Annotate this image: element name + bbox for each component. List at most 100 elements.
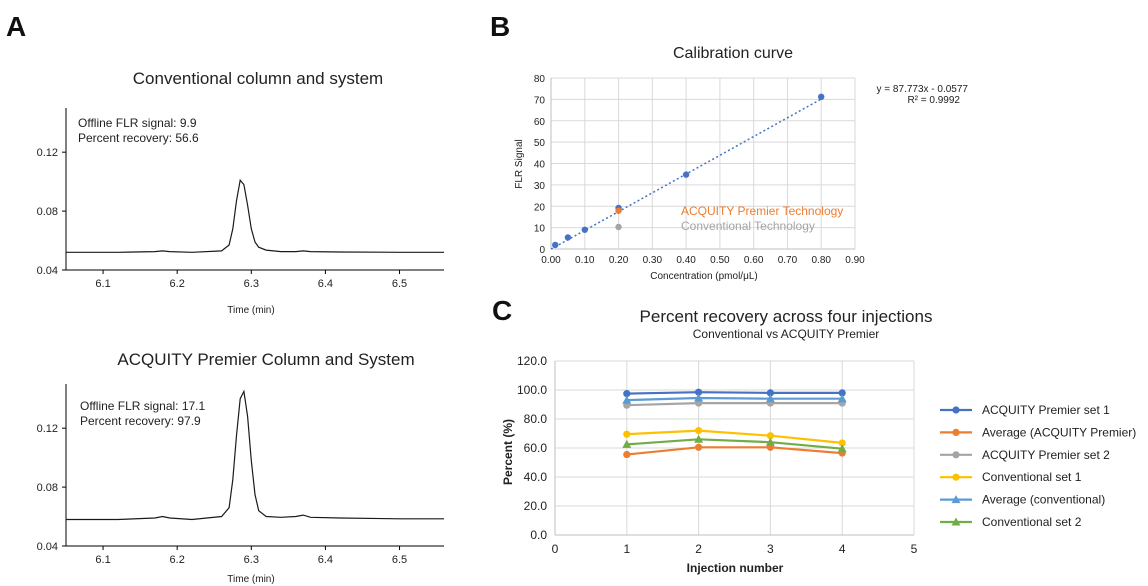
recovery-series-2 bbox=[623, 399, 846, 409]
annotation-percent-recovery: Percent recovery: 97.9 bbox=[80, 414, 201, 428]
calibration-ylabel: FLR Signal bbox=[514, 139, 525, 188]
recovery-ylabel: Percent (%) bbox=[501, 419, 515, 485]
calibration-y-tick-label: 20 bbox=[534, 202, 546, 213]
chromatogram-premier: ACQUITY Premier Column and System 6.1 6.2… bbox=[37, 350, 444, 585]
chromatogram-premier-trace bbox=[66, 389, 444, 521]
chromatogram-premier-y-tick-label: 0.08 bbox=[37, 482, 58, 494]
legend-item: Average (conventional) bbox=[940, 493, 1105, 507]
calibration-x-tick-label: 0.70 bbox=[778, 255, 798, 266]
recovery-data-point bbox=[622, 395, 632, 404]
calibration-x-tick-label: 0.50 bbox=[710, 255, 730, 266]
recovery-data-point bbox=[695, 427, 703, 435]
recovery-x-tick-label: 4 bbox=[839, 542, 846, 556]
legend-item: ACQUITY Premier set 1 bbox=[940, 403, 1110, 417]
legend-swatch-marker bbox=[952, 406, 960, 414]
chromatogram-premier-x-tick-label: 6.1 bbox=[95, 554, 110, 566]
recovery-x-tick-label: 1 bbox=[623, 542, 630, 556]
calibration-point bbox=[818, 93, 825, 101]
recovery-y-tick-label: 100.0 bbox=[517, 383, 547, 397]
chromatogram-premier-x-tick-label: 6.3 bbox=[244, 554, 259, 566]
legend-item: ACQUITY Premier set 2 bbox=[940, 448, 1110, 462]
calibration-y-tick-label: 80 bbox=[534, 74, 546, 85]
recovery-y-tick-label: 60.0 bbox=[524, 441, 548, 455]
legend-label: ACQUITY Premier set 1 bbox=[982, 403, 1110, 417]
recovery-y-tick-label: 80.0 bbox=[524, 412, 548, 426]
calibration-r-squared: R² = 0.9992 bbox=[907, 95, 960, 106]
recovery-data-point bbox=[695, 388, 703, 396]
recovery-x-tick-label: 0 bbox=[552, 542, 559, 556]
recovery-series-line bbox=[626, 446, 843, 456]
recovery-data-point bbox=[695, 443, 703, 451]
chromatogram-premier-x-tick-label: 6.4 bbox=[318, 554, 333, 566]
recovery-series-line bbox=[626, 396, 843, 402]
recovery-data-point bbox=[622, 439, 632, 448]
recovery-series-5 bbox=[622, 434, 847, 453]
legend-item: Average (ACQUITY Premier) bbox=[940, 425, 1136, 439]
recovery-data-point bbox=[838, 389, 846, 397]
recovery-series-4 bbox=[622, 393, 847, 404]
calibration-y-tick-label: 70 bbox=[534, 95, 546, 106]
chromatogram-conventional-annotations: Offline FLR signal: 9.9 Percent recovery… bbox=[78, 116, 199, 145]
recovery-data-point bbox=[837, 394, 847, 403]
recovery-series-3 bbox=[623, 427, 846, 447]
recovery-data-point bbox=[765, 437, 775, 446]
legend-label: Average (ACQUITY Premier) bbox=[982, 425, 1136, 439]
recovery-data-point bbox=[694, 393, 704, 402]
chromatogram-conventional-y-tick-label: 0.08 bbox=[37, 206, 58, 218]
recovery-y-tick-label: 0.0 bbox=[530, 528, 547, 542]
panel-label-b: B bbox=[490, 11, 510, 42]
chromatogram-conventional-x-tick-label: 6.1 bbox=[95, 278, 110, 290]
chromatogram-conventional-xlabel: Time (min) bbox=[227, 305, 274, 316]
recovery-xlabel: Injection number bbox=[687, 561, 784, 575]
recovery-data-point bbox=[623, 450, 631, 459]
recovery-y-tick-label: 120.0 bbox=[517, 354, 547, 368]
recovery-legend: ACQUITY Premier set 1 Average (ACQUITY Pr… bbox=[940, 403, 1136, 529]
calibration-y-tick-label: 0 bbox=[539, 245, 545, 256]
calibration-equation: y = 87.773x - 0.0577 bbox=[877, 84, 969, 95]
recovery-data-point bbox=[623, 390, 631, 398]
recovery-x-tick-label: 5 bbox=[911, 542, 918, 556]
recovery-chart: Percent recovery across four injections … bbox=[501, 307, 1136, 575]
recovery-series-line bbox=[626, 429, 843, 444]
annotation-flr-signal: Offline FLR signal: 17.1 bbox=[80, 399, 206, 413]
legend-swatch-marker bbox=[951, 517, 961, 526]
calibration-xlabel: Concentration (pmol/μL) bbox=[650, 271, 757, 282]
legend-swatch-marker bbox=[951, 495, 961, 504]
chromatogram-premier-title: ACQUITY Premier Column and System bbox=[117, 350, 414, 369]
recovery-data-point bbox=[837, 444, 847, 453]
chromatogram-conventional: Conventional column and system 6.1 6.2 6.3… bbox=[37, 69, 444, 316]
calibration-point bbox=[552, 241, 559, 249]
recovery-subtitle: Conventional vs ACQUITY Premier bbox=[693, 327, 880, 341]
recovery-data-point bbox=[765, 394, 775, 403]
chromatogram-conventional-trace bbox=[66, 178, 444, 253]
calibration-x-tick-label: 0.00 bbox=[541, 255, 561, 266]
calibration-point bbox=[564, 234, 572, 241]
calibration-x-tick-label: 0.40 bbox=[676, 255, 696, 266]
legend-label: Average (conventional) bbox=[982, 493, 1105, 507]
calibration-y-tick-label: 30 bbox=[534, 181, 546, 192]
chromatogram-conventional-x-tick-label: 6.4 bbox=[318, 278, 333, 290]
legend-swatch-marker bbox=[952, 473, 960, 481]
calibration-y-tick-label: 40 bbox=[534, 160, 546, 171]
calibration-point bbox=[615, 207, 622, 214]
recovery-axes: 0 1 2 3 4 5 0.0 20.0 40.0 60.0 80.0 100.0 120.0 bbox=[517, 354, 918, 556]
recovery-data-point bbox=[766, 432, 775, 440]
calibration-x-tick-label: 0.80 bbox=[811, 255, 831, 266]
recovery-data-point bbox=[838, 439, 846, 447]
legend-label: Conventional set 2 bbox=[982, 515, 1082, 529]
chromatogram-conventional-axes: 6.1 6.2 6.3 6.4 6.5 0.04 0.08 0.12 bbox=[37, 108, 444, 290]
recovery-data-point bbox=[766, 389, 775, 397]
recovery-grid bbox=[555, 360, 915, 535]
calibration-x-tick-label: 0.60 bbox=[744, 255, 764, 266]
label-acquity-premier-technology: ACQUITY Premier Technology bbox=[681, 204, 843, 218]
calibration-chart: Calibration curve 0.00 0.10 0.20 0.30 0.40 0.… bbox=[514, 45, 968, 282]
panel-label-c: C bbox=[492, 295, 512, 326]
legend-swatch-marker bbox=[952, 428, 960, 436]
recovery-x-tick-label: 3 bbox=[767, 542, 774, 556]
recovery-series-0 bbox=[623, 388, 846, 398]
calibration-x-tick-label: 0.90 bbox=[845, 255, 865, 266]
annotation-percent-recovery: Percent recovery: 56.6 bbox=[78, 131, 199, 145]
recovery-x-tick-label: 2 bbox=[695, 542, 702, 556]
calibration-y-tick-label: 10 bbox=[534, 224, 546, 235]
chromatogram-premier-y-tick-label: 0.12 bbox=[37, 423, 58, 435]
